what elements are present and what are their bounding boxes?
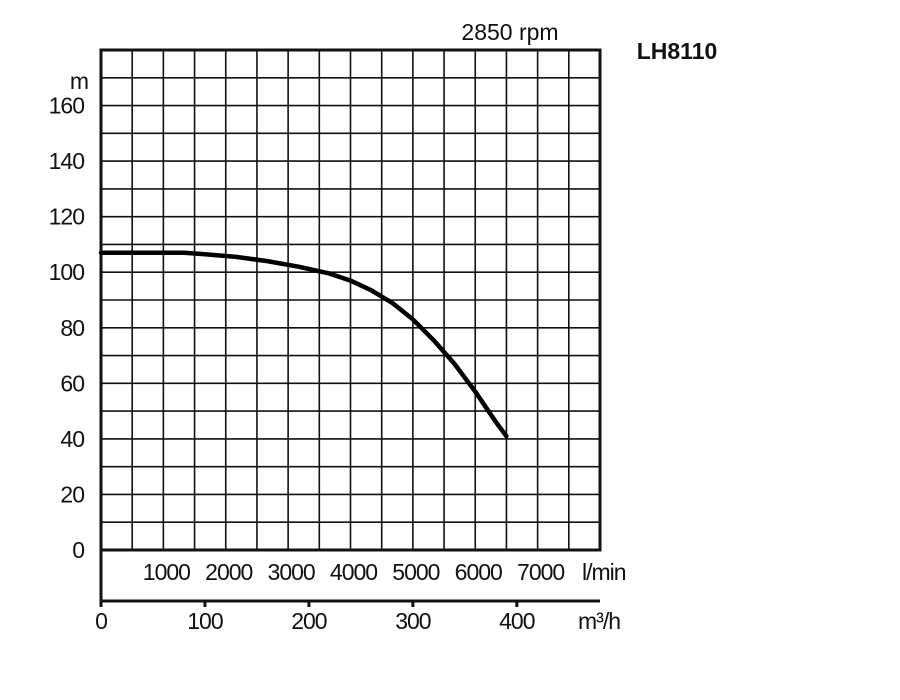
x-tick-label-lmin: 6000 [455, 559, 502, 585]
x-tick-label-m3h: 300 [395, 608, 431, 634]
x-tick-label-m3h: 0 [95, 608, 107, 634]
y-tick-label: 120 [49, 204, 85, 230]
x-tick-label-lmin: 3000 [268, 559, 315, 585]
x-tick-label-m3h: 200 [291, 608, 327, 634]
y-tick-label: 60 [60, 370, 84, 396]
y-tick-label: 40 [60, 426, 84, 452]
y-tick-label: 20 [60, 481, 84, 507]
grid [101, 49, 600, 550]
x-tick-label-lmin: 2000 [205, 559, 252, 585]
x-tick-label-m3h: 400 [499, 608, 535, 634]
x-tick-label-lmin: 4000 [330, 559, 377, 585]
y-tick-label: 0 [72, 537, 84, 563]
plot-border [99, 48, 602, 552]
curve-layer [98, 250, 509, 439]
y-tick-label: 80 [60, 315, 84, 341]
x-tick-label-m3h: 100 [187, 608, 223, 634]
y-tick-label: 160 [49, 93, 85, 119]
x-axis-unit-lmin: l/min [582, 559, 626, 585]
pump-curve-line [98, 250, 509, 439]
y-tick-label: 100 [49, 259, 85, 285]
x-tick-label-lmin: 1000 [143, 559, 190, 585]
chart-frame [99, 48, 602, 607]
chart-title: 2850 rpm [461, 19, 558, 45]
y-axis-unit: m [70, 68, 88, 94]
y-tick-label: 140 [49, 148, 85, 174]
model-label: LH8110 [637, 38, 718, 64]
x-axis-unit-m3h: m³/h [578, 608, 620, 634]
x-tick-label-lmin: 7000 [517, 559, 564, 585]
x-tick-label-lmin: 5000 [392, 559, 439, 585]
